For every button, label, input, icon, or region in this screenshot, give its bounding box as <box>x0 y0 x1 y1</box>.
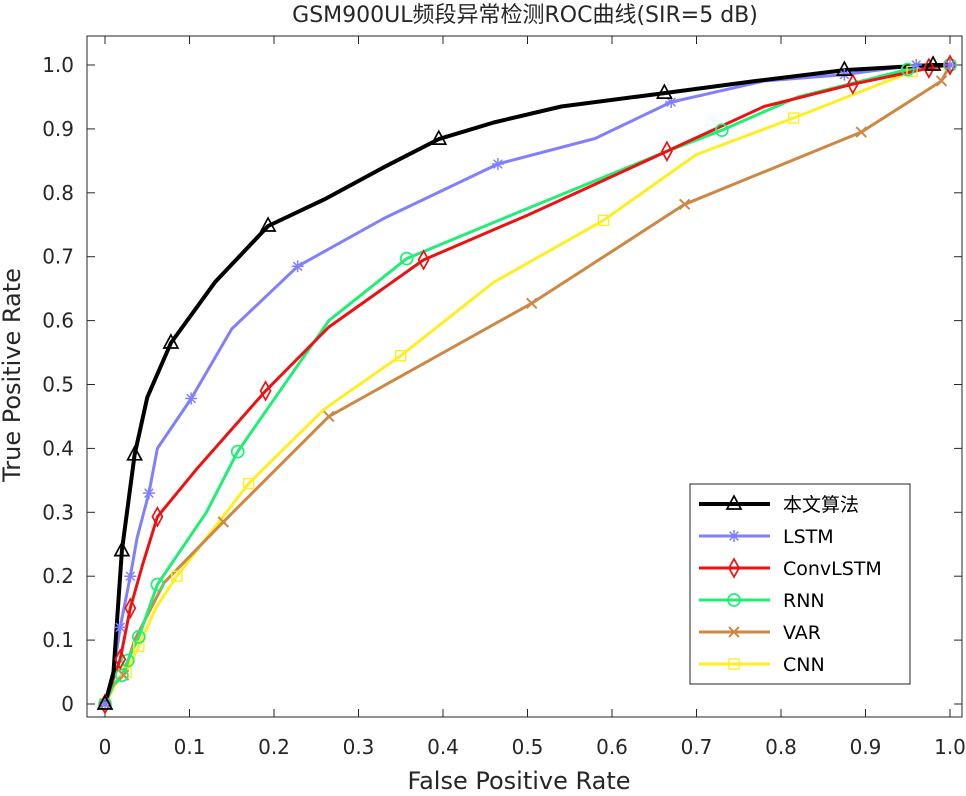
legend-label-0: 本文算法 <box>783 494 859 516</box>
x-tick-label: 0.6 <box>596 735 628 759</box>
x-axis-label: False Positive Rate <box>407 767 630 795</box>
data-point-3 <box>115 668 129 683</box>
x-tick-label: 0.7 <box>681 735 713 759</box>
data-point-1 <box>910 59 923 71</box>
legend-marker-3 <box>727 593 741 607</box>
y-tick-label: 0.1 <box>42 628 74 652</box>
data-point-0 <box>655 83 673 99</box>
data-point-2 <box>124 597 137 619</box>
data-point-3 <box>150 577 165 592</box>
y-tick-label: 0.4 <box>42 436 74 460</box>
legend-label-3: RNN <box>783 590 825 612</box>
data-point-0 <box>835 60 853 76</box>
data-point-1 <box>99 698 111 710</box>
x-tick-label: 0 <box>99 735 112 759</box>
data-point-1 <box>665 96 678 109</box>
legend-label-4: VAR <box>783 622 821 644</box>
data-point-3 <box>714 123 729 138</box>
x-tick-label: 0.4 <box>427 735 459 759</box>
data-point-4 <box>678 198 691 211</box>
data-point-3 <box>230 444 245 459</box>
x-tick-label: 0.3 <box>343 735 375 759</box>
y-tick-label: 0.7 <box>42 245 74 269</box>
data-point-2 <box>660 140 673 163</box>
legend-marker-2 <box>728 557 740 579</box>
series-line-2 <box>103 63 952 706</box>
legend-box <box>689 483 911 685</box>
data-point-0 <box>162 333 180 349</box>
data-point-2 <box>114 648 127 671</box>
legend-marker-1 <box>728 530 740 542</box>
x-tick-label: 0.1 <box>174 735 206 759</box>
y-tick-label: 0.6 <box>42 309 74 333</box>
x-tick-label: 0.9 <box>850 735 882 759</box>
y-tick-label: 0.9 <box>42 117 74 141</box>
x-tick-label: 1.0 <box>934 735 966 759</box>
series-line-5 <box>103 63 952 706</box>
data-point-1 <box>944 59 956 71</box>
data-point-1 <box>491 158 504 171</box>
data-point-0 <box>430 129 448 145</box>
y-tick-label: 0.3 <box>42 500 74 524</box>
series-line-0 <box>103 63 952 706</box>
data-point-0 <box>96 694 114 710</box>
legend-label-2: ConvLSTM <box>783 558 882 580</box>
data-point-4 <box>855 126 867 138</box>
legend-label-1: LSTM <box>783 526 834 548</box>
data-point-4 <box>323 410 335 423</box>
data-point-2 <box>922 57 935 79</box>
data-point-1 <box>185 392 198 405</box>
y-tick-label: 0.5 <box>42 373 74 397</box>
data-point-5 <box>395 350 407 362</box>
data-point-1 <box>291 260 304 273</box>
data-point-3 <box>900 62 915 77</box>
data-point-3 <box>131 630 146 644</box>
data-point-4 <box>935 75 948 87</box>
data-point-0 <box>924 55 942 71</box>
data-point-0 <box>113 540 131 557</box>
data-point-0 <box>259 216 277 232</box>
legend: 本文算法 LSTM ConvLSTM RNN VAR CNN <box>689 483 911 685</box>
legend-label-5: CNN <box>783 654 825 676</box>
legend-marker-4 <box>728 626 740 638</box>
y-tick-label: 0.2 <box>42 564 74 588</box>
chart-title: GSM900UL频段异常检测ROC曲线(SIR=5 dB) <box>292 3 758 28</box>
series-line-3 <box>103 63 952 706</box>
data-point-1 <box>124 570 137 583</box>
legend-marker-5 <box>728 658 740 670</box>
data-point-3 <box>120 653 135 668</box>
data-point-4 <box>526 297 538 310</box>
data-point-1 <box>142 487 155 500</box>
x-tick-label: 0.2 <box>258 735 290 759</box>
data-point-5 <box>171 570 183 582</box>
data-point-3 <box>399 251 414 266</box>
data-point-4 <box>217 516 230 528</box>
data-point-1 <box>114 621 127 634</box>
data-point-2 <box>417 249 430 271</box>
y-tick-label: 0 <box>61 692 74 716</box>
x-tick-label: 0.8 <box>765 735 797 759</box>
y-tick-label: 0.8 <box>42 181 74 205</box>
data-point-5 <box>787 112 800 124</box>
y-tick-label: 1.0 <box>42 53 74 77</box>
data-point-0 <box>126 444 143 461</box>
legend-marker-0 <box>725 494 743 510</box>
data-point-2 <box>846 73 859 95</box>
data-point-5 <box>133 640 145 653</box>
data-point-5 <box>242 477 255 490</box>
data-point-2 <box>151 506 164 528</box>
x-tick-label: 0.5 <box>512 735 544 759</box>
y-axis-label: True Positive Rate <box>0 268 26 483</box>
data-point-2 <box>259 380 272 402</box>
data-point-5 <box>597 214 610 226</box>
